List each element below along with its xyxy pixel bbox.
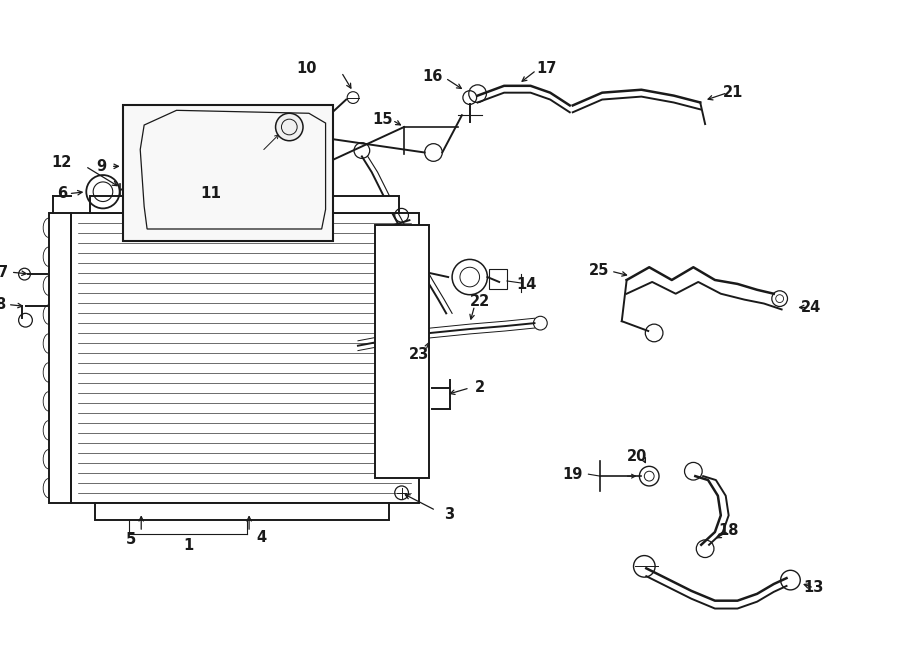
Text: 23: 23 <box>409 347 429 362</box>
Text: 3: 3 <box>444 507 454 522</box>
Text: 17: 17 <box>536 61 556 75</box>
Text: 24: 24 <box>801 300 821 315</box>
Text: 14: 14 <box>517 278 536 292</box>
Text: 19: 19 <box>562 467 583 482</box>
Text: 16: 16 <box>422 69 443 83</box>
Text: 10: 10 <box>297 61 317 75</box>
Text: 15: 15 <box>373 112 392 127</box>
Text: 5: 5 <box>126 532 137 547</box>
Text: 25: 25 <box>589 262 609 278</box>
Polygon shape <box>374 225 428 478</box>
Text: 8: 8 <box>0 297 5 312</box>
Circle shape <box>275 113 303 141</box>
Text: 12: 12 <box>51 155 72 170</box>
Text: 18: 18 <box>718 523 739 537</box>
Text: 20: 20 <box>627 449 648 464</box>
Text: 21: 21 <box>723 85 742 100</box>
Text: 11: 11 <box>201 186 221 201</box>
Text: 13: 13 <box>804 580 824 596</box>
Polygon shape <box>90 196 399 214</box>
Polygon shape <box>95 502 390 520</box>
Text: 22: 22 <box>470 294 490 309</box>
Text: 9: 9 <box>96 159 106 174</box>
Text: 7: 7 <box>0 264 8 280</box>
Text: 1: 1 <box>184 538 194 553</box>
Text: 2: 2 <box>474 380 484 395</box>
Text: 4: 4 <box>256 530 267 545</box>
Text: 6: 6 <box>57 186 67 201</box>
Polygon shape <box>122 105 333 241</box>
